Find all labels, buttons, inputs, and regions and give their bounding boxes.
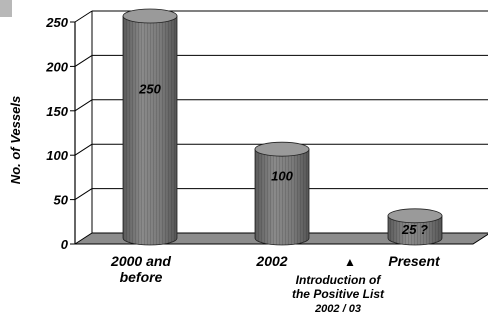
bar-top [122, 8, 178, 24]
gridline-side [74, 188, 93, 201]
x-category-label: 2000 and [110, 253, 171, 269]
gridline-side [74, 143, 93, 156]
y-tick-label: 150 [46, 104, 68, 119]
gridline-side [74, 99, 93, 112]
x-category-label: before [120, 269, 163, 285]
y-tick-label: 250 [45, 15, 68, 30]
bar-ribs [388, 215, 442, 245]
bar-1: 100 [254, 141, 310, 246]
annotation-line: the Positive List [292, 287, 385, 301]
y-tick-label: 100 [46, 148, 68, 163]
annotation-line: Introduction of [296, 273, 382, 287]
x-category-label: 2002 [255, 253, 287, 269]
bar-top [387, 208, 443, 224]
y-axis-title: No. of Vessels [8, 96, 23, 184]
gridline-side [74, 10, 93, 23]
bar-data-label: 100 [271, 168, 293, 183]
y-tick-label: 50 [54, 193, 69, 208]
gridline-side [74, 54, 93, 67]
corner-decoration [0, 0, 12, 17]
y-axis-ticks: 0 50 100 150 200 250 [45, 15, 68, 252]
bar-data-label: 25 ? [401, 222, 428, 237]
bar-0: 250 [122, 8, 178, 246]
bar-ribs [255, 149, 309, 245]
bar-ribs [123, 16, 177, 245]
x-category-label: Present [388, 253, 441, 269]
bar-data-label: 250 [138, 82, 161, 97]
triangle-marker: ▲ [344, 255, 356, 269]
chart-bars: 250 100 25 ? [122, 8, 443, 246]
bar-2: 25 ? [387, 208, 443, 246]
y-tick-label: 200 [45, 59, 68, 74]
annotation-line: 2002 / 03 [314, 303, 361, 315]
y-tick-label: 0 [61, 237, 69, 252]
bar-top [254, 141, 310, 157]
